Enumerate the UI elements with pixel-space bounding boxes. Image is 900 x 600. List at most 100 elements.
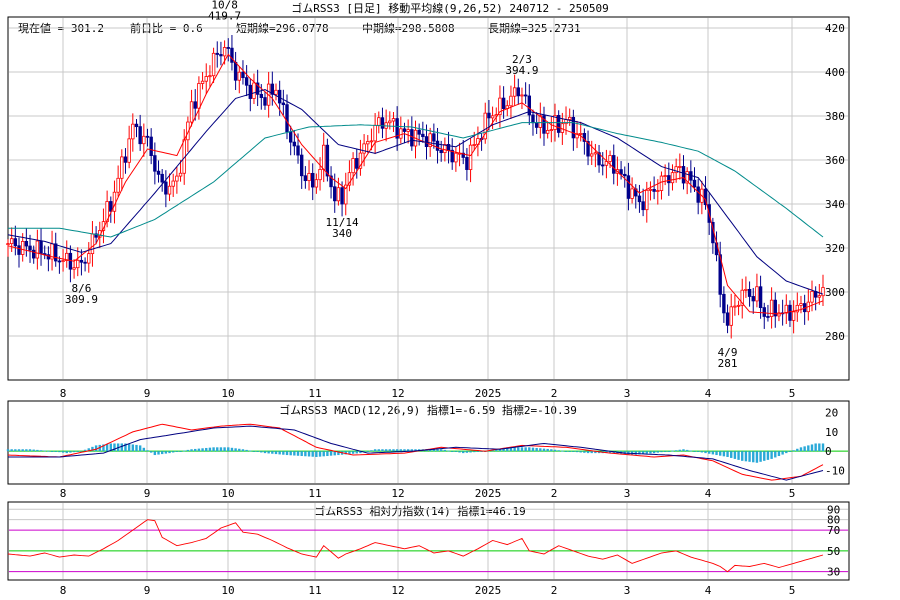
histogram-bar	[333, 451, 336, 456]
candle-body	[762, 307, 766, 317]
histogram-bar	[160, 451, 164, 455]
histogram-bar	[153, 451, 157, 456]
histogram-bar	[674, 450, 678, 452]
histogram-bar	[414, 449, 417, 452]
histogram-bar	[245, 449, 248, 452]
x-tick-label: 8	[60, 487, 67, 500]
candle-body	[200, 80, 205, 84]
histogram-bar	[149, 451, 153, 453]
main-title: ゴムRSS3 [日足] 移動平均線(9,26,52) 240712 - 2505…	[291, 1, 609, 15]
histogram-bar	[546, 448, 549, 452]
candle-body	[755, 286, 759, 302]
histogram-bar	[730, 451, 733, 458]
x-tick-label: 2	[551, 387, 558, 400]
candle-body	[549, 129, 554, 131]
candle-body	[193, 101, 197, 109]
histogram-bar	[183, 450, 186, 452]
histogram-bar	[83, 449, 87, 452]
candle-body	[468, 144, 473, 170]
histogram-bar	[403, 449, 406, 452]
histogram-bar	[238, 448, 241, 452]
histogram-bar	[807, 445, 810, 452]
candle-body	[296, 145, 300, 156]
y-tick-label: 20	[825, 407, 838, 420]
macd-title: ゴムRSS3 MACD(12,26,9) 指標1=-6.59 指標2=-10.3…	[279, 403, 577, 417]
histogram-bar	[594, 451, 597, 454]
histogram-bar	[142, 447, 146, 452]
candle-body	[696, 186, 700, 203]
x-tick-label: 11	[308, 487, 321, 500]
candle-body	[307, 172, 311, 182]
candle-body	[395, 118, 399, 139]
y-tick-label: 80	[827, 514, 840, 527]
x-tick-label: 9	[144, 387, 151, 400]
candle-body	[674, 166, 678, 174]
histogram-bar	[318, 451, 322, 457]
histogram-bar	[818, 443, 821, 452]
histogram-bar	[278, 451, 281, 455]
candle-body	[314, 179, 319, 188]
histogram-bar	[359, 451, 362, 454]
histogram-bar	[179, 451, 182, 452]
candle-body	[355, 158, 359, 169]
histogram-bar	[796, 448, 799, 452]
x-tick-label: 4	[705, 584, 712, 597]
histogram-bar	[785, 451, 788, 454]
y-tick-label: 10	[825, 426, 838, 439]
x-tick-label: 3	[624, 487, 631, 500]
histogram-bar	[766, 451, 770, 460]
candle-body	[575, 133, 579, 139]
candle-body	[567, 116, 572, 120]
candle-body	[659, 175, 664, 191]
x-tick-label: 3	[624, 387, 631, 400]
x-tick-label: 2025	[475, 584, 502, 597]
candle-body	[791, 311, 796, 321]
y-tick-label: 340	[825, 198, 845, 211]
candle-body	[373, 124, 377, 142]
x-tick-label: 3	[624, 584, 631, 597]
candle-body	[736, 304, 741, 307]
candle-body	[817, 295, 822, 298]
histogram-bar	[21, 449, 24, 452]
histogram-bar	[561, 450, 564, 452]
candle-body	[175, 175, 179, 182]
histogram-bar	[788, 451, 792, 452]
annotation-date: 8/6	[71, 282, 91, 295]
histogram-bar	[473, 451, 476, 453]
candle-body	[167, 185, 172, 195]
histogram-bar	[553, 449, 557, 452]
candle-body	[237, 71, 241, 81]
histogram-bar	[649, 451, 652, 454]
candle-body	[285, 104, 289, 133]
candle-body	[347, 172, 352, 186]
histogram-bar	[759, 451, 762, 462]
histogram-bar	[271, 451, 274, 454]
histogram-bar	[227, 447, 230, 452]
candle-body	[406, 129, 410, 132]
histogram-bar	[388, 449, 392, 452]
candle-body	[244, 77, 249, 86]
candle-body	[46, 254, 51, 260]
histogram-bar	[733, 451, 737, 459]
histogram-bar	[230, 447, 234, 452]
histogram-bar	[25, 449, 28, 452]
candle-body	[538, 115, 543, 128]
candle-body	[619, 169, 623, 175]
histogram-bar	[50, 451, 54, 452]
candle-body	[509, 95, 513, 107]
histogram-bar	[502, 447, 505, 452]
candle-body	[623, 173, 627, 177]
candle-body	[109, 201, 113, 212]
histogram-bar	[689, 450, 693, 452]
y-tick-label: 70	[827, 524, 840, 537]
x-tick-label: 8	[60, 584, 67, 597]
histogram-bar	[663, 451, 667, 452]
x-tick-label: 9	[144, 487, 151, 500]
macd-series-line	[8, 425, 824, 481]
histogram-bar	[157, 451, 160, 455]
histogram-bar	[146, 450, 149, 452]
histogram-bar	[799, 447, 803, 452]
candle-body	[116, 177, 120, 193]
